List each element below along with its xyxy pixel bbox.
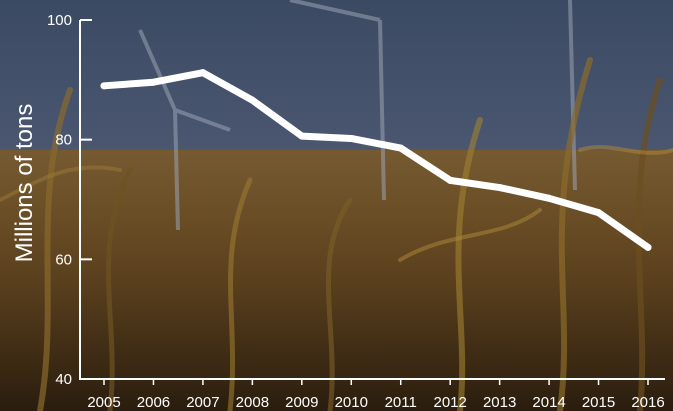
x-tick-label: 2012 xyxy=(433,394,466,411)
plot-area: 40 60 80 100 2005 2006 2007 2008 2009 2010 2011 201… xyxy=(11,12,665,411)
data-point xyxy=(199,69,207,77)
y-tick-label: 80 xyxy=(55,132,72,149)
data-point xyxy=(298,132,306,140)
x-tick-label: 2006 xyxy=(137,394,170,411)
series-line xyxy=(100,69,652,251)
x-tick-label: 2007 xyxy=(186,394,219,411)
y-tick-label: 40 xyxy=(55,371,72,388)
data-point xyxy=(397,144,405,152)
x-tick-label: 2005 xyxy=(87,394,120,411)
x-tick-label: 2015 xyxy=(582,394,615,411)
data-point xyxy=(149,78,157,86)
data-point xyxy=(100,82,108,90)
data-point xyxy=(496,184,504,192)
x-tick-label: 2010 xyxy=(335,394,368,411)
data-point xyxy=(446,176,454,184)
data-point xyxy=(595,209,603,217)
data-point xyxy=(644,243,652,251)
x-tick-label: 2016 xyxy=(631,394,664,411)
y-axis-label: Millions of tons xyxy=(11,104,38,263)
y-tick-label: 60 xyxy=(55,251,72,268)
x-tick-label: 2014 xyxy=(532,394,565,411)
data-point xyxy=(545,194,553,202)
x-tick-label: 2009 xyxy=(285,394,318,411)
x-tick-label: 2008 xyxy=(236,394,269,411)
data-point xyxy=(248,96,256,104)
y-tick-label: 100 xyxy=(47,12,72,29)
x-tick-label: 2013 xyxy=(483,394,516,411)
x-tick-label: 2011 xyxy=(385,394,417,411)
wind-turbine-image xyxy=(138,0,577,231)
corn-stalks-image xyxy=(0,57,673,411)
data-point xyxy=(347,134,355,142)
